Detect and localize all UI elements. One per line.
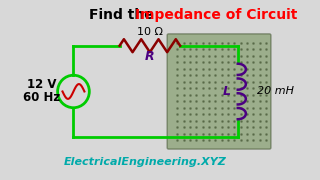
Text: 60 Hz: 60 Hz <box>23 91 60 104</box>
Text: R: R <box>145 50 155 63</box>
Text: ElectricalEngineering.XYZ: ElectricalEngineering.XYZ <box>64 157 227 167</box>
Text: Impedance of Circuit: Impedance of Circuit <box>135 8 297 22</box>
FancyBboxPatch shape <box>167 34 271 149</box>
Text: L: L <box>223 85 231 98</box>
Text: 10 Ω: 10 Ω <box>137 26 163 37</box>
Text: 20 mH: 20 mH <box>257 86 293 96</box>
Text: Find the: Find the <box>89 8 159 22</box>
Text: 12 V: 12 V <box>27 78 57 91</box>
